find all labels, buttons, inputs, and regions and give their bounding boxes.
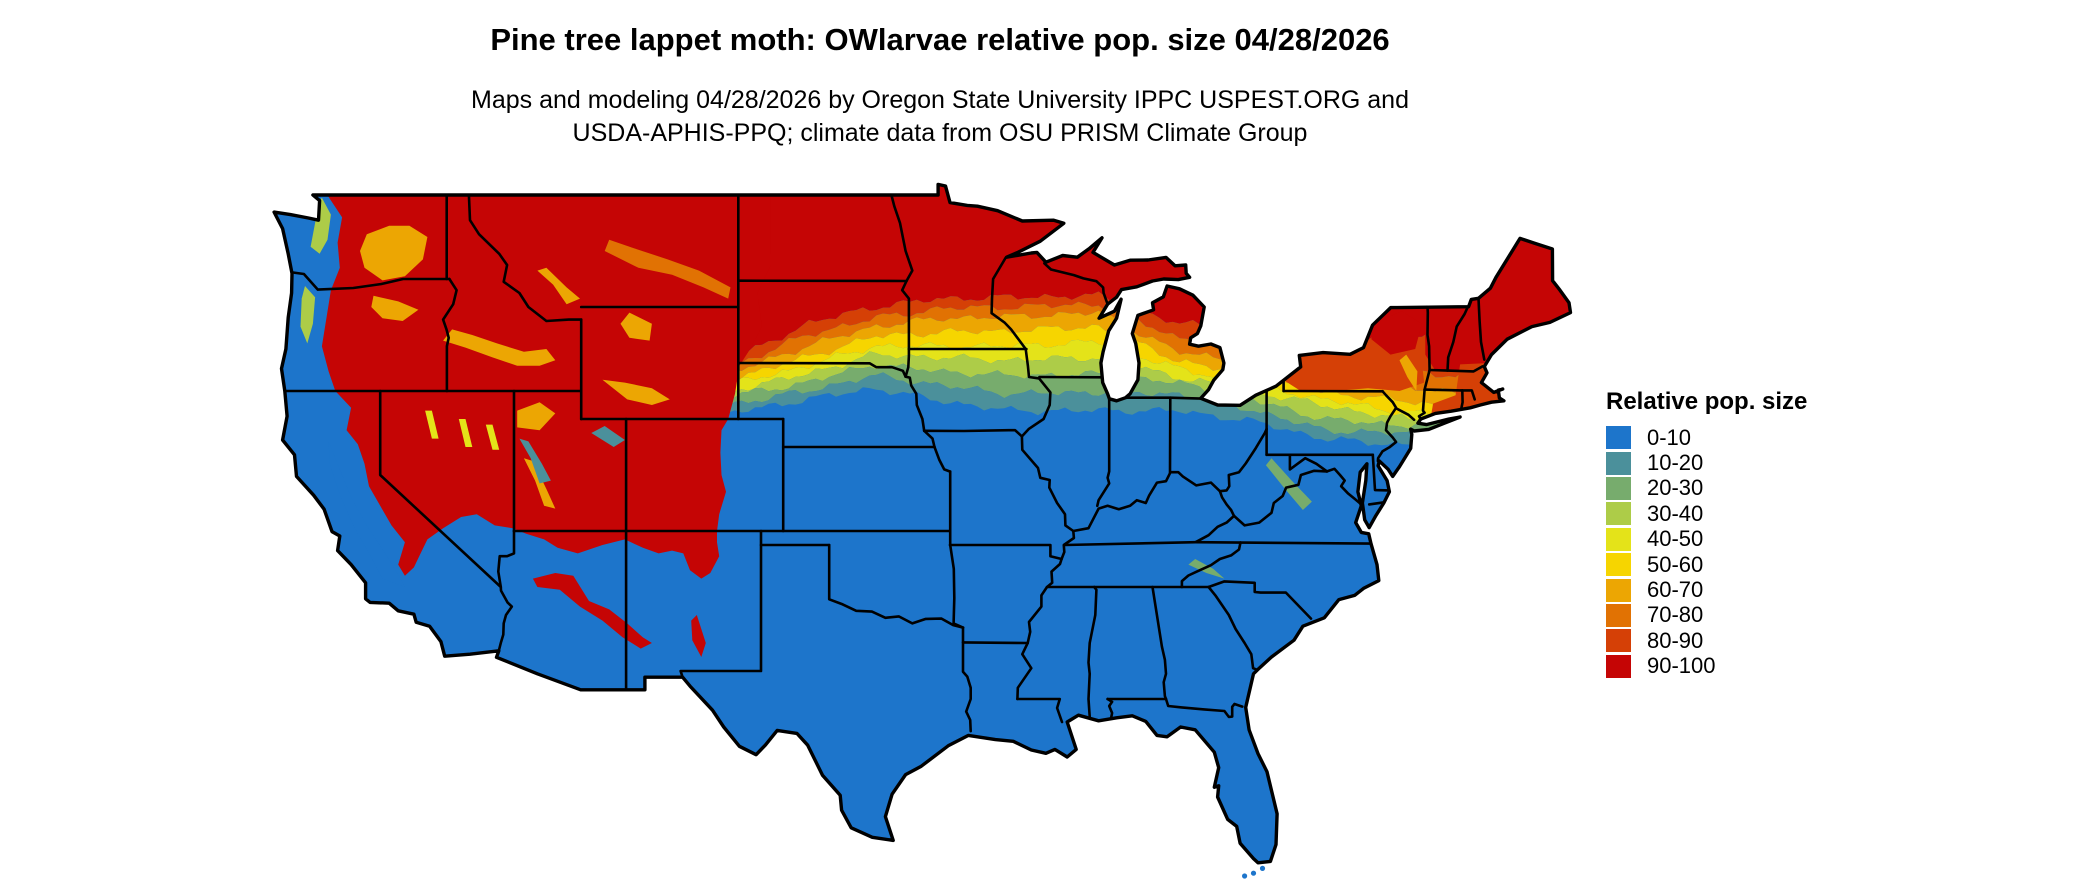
legend-label: 70-80: [1647, 602, 1704, 628]
map-title: Pine tree lappet moth: OWlarvae relative…: [490, 22, 1390, 57]
legend-swatch-60-70: [1606, 578, 1631, 602]
legend-swatch-90-100: [1606, 654, 1631, 678]
legend-row: 30-40: [1606, 501, 1807, 526]
legend-label: 10-20: [1647, 450, 1704, 476]
legend-row: 60-70: [1606, 577, 1807, 602]
legend-swatch-30-40: [1606, 502, 1631, 526]
legend-label: 50-60: [1647, 551, 1704, 577]
legend-label: 0-10: [1647, 424, 1692, 450]
legend-rows: 0-10 10-20 20-30 30-40 40-50 50-60 60-70 70-80 8…: [1606, 425, 1807, 679]
legend-label: 90-100: [1647, 653, 1716, 679]
legend-label: 30-40: [1647, 500, 1704, 526]
legend-row: 80-90: [1606, 628, 1807, 653]
legend: Relative pop. size 0-10 10-20 20-30 30-40 40…: [1606, 388, 1807, 679]
legend-swatch-70-80: [1606, 603, 1631, 627]
legend-row: 0-10: [1606, 425, 1807, 450]
legend-row: 40-50: [1606, 526, 1807, 552]
legend-label: 80-90: [1647, 627, 1704, 653]
map-subtitle-line2: USDA-APHIS-PPQ; climate data from OSU PR…: [572, 119, 1308, 147]
legend-swatch-20-30: [1606, 476, 1631, 500]
legend-swatch-10-20: [1606, 451, 1631, 475]
legend-row: 90-100: [1606, 653, 1807, 679]
legend-row: 50-60: [1606, 552, 1807, 577]
map-subtitle-line1: Maps and modeling 04/28/2026 by Oregon S…: [471, 86, 1409, 114]
legend-row: 70-80: [1606, 602, 1807, 628]
legend-label: 40-50: [1647, 526, 1704, 552]
legend-swatch-40-50: [1606, 527, 1631, 551]
legend-swatch-80-90: [1606, 629, 1631, 653]
map-subtitle: Maps and modeling 04/28/2026 by Oregon S…: [0, 84, 1880, 150]
legend-title: Relative pop. size: [1606, 388, 1808, 415]
legend-label: 60-70: [1647, 577, 1704, 603]
legend-swatch-0-10: [1606, 426, 1631, 450]
legend-row: 20-30: [1606, 475, 1807, 501]
legend-row: 10-20: [1606, 450, 1807, 475]
legend-label: 20-30: [1647, 475, 1704, 501]
legend-swatch-50-60: [1606, 553, 1631, 577]
